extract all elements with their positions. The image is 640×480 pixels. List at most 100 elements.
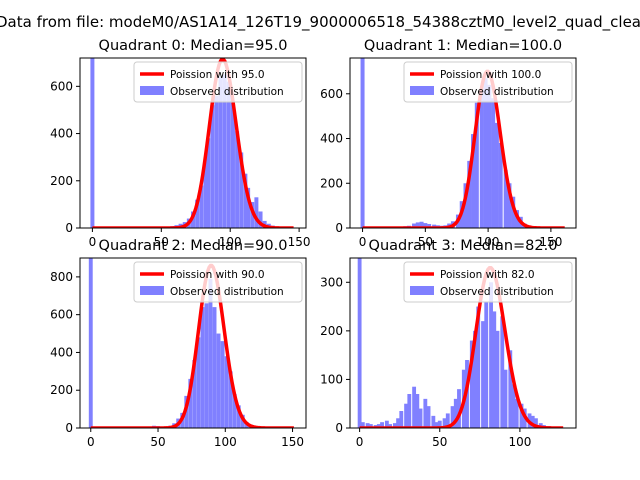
subplot-3: 0 50 100 0 100 200 300 Quadrant 3: Median=82.0 P… [320,238,577,449]
histogram-bar [250,202,255,228]
histogram-bar [489,282,493,428]
legend: Poission with 100.0 Observed distribution [403,61,573,103]
subplot-1: 0 50 100 150 0 200 400 600 Quadrant 1: Median=10… [320,38,577,249]
x-tick-label: 150 [281,435,304,449]
histogram-bar-spike [357,258,362,428]
x-tick-label: 100 [214,435,237,449]
axes-frame [349,57,577,229]
histogram-bar [254,197,259,228]
y-tick-label: 0 [335,221,343,235]
histogram-bar [243,173,248,228]
poisson-fit-line [362,69,566,228]
legend: Poission with 95.0 Observed distribution [133,61,303,103]
histogram-bar [494,122,499,228]
histogram-bar [495,330,500,428]
histogram-bar [481,321,485,428]
y-tick-label: 400 [50,127,73,141]
histogram-bar [258,211,263,228]
histogram-bar [226,81,231,228]
legend-hist-swatch [140,286,164,295]
histogram-bar [418,408,423,428]
subplot-title: Quadrant 0: Median=95.0 [99,38,288,54]
histogram-bar [415,394,420,428]
histogram-bar [188,378,193,428]
legend-fit-label: Poission with 100.0 [440,69,541,81]
y-tick-label: 400 [50,345,73,359]
histogram-bar [392,423,397,428]
x-tick-label: 100 [219,235,242,249]
legend-fit-label: Poission with 82.0 [440,269,535,281]
legend-hist-label: Observed distribution [440,86,554,98]
poisson-fit-line [359,265,564,428]
y-tick-label: 200 [50,383,73,397]
histogram-bar-spike [88,258,93,428]
histogram-bar [404,403,409,428]
x-tick-label: 50 [418,235,433,249]
y-tick-label: 200 [50,174,73,188]
histogram-bar [519,403,524,428]
histogram-bar [384,420,389,428]
histogram-bar [200,307,205,428]
y-tick-label: 600 [50,79,73,93]
histogram-bar [431,415,436,428]
x-tick-label: 0 [87,435,95,449]
x-tick-label: 50 [150,435,165,449]
histogram-bar [491,98,496,228]
histogram-bar [487,84,492,228]
histogram-bar [450,406,455,428]
legend-fit-label: Poission with 95.0 [170,69,265,81]
histogram-bar [246,187,251,228]
plot-area [360,58,566,228]
histogram-bar [218,76,223,228]
y-tick-label: 0 [65,421,73,435]
histogram-bar [471,134,476,228]
y-tick-label: 600 [320,87,343,101]
histogram-bar [534,418,538,428]
histogram-bar [199,185,204,228]
histogram-bar [399,411,404,428]
histogram-bar [192,360,197,428]
histogram-bar [412,386,417,428]
legend: Poission with 90.0 Observed distribution [133,261,303,303]
histogram-bar [530,415,535,428]
legend-box [403,61,573,103]
histogram-bar [511,196,516,228]
legend-box [133,261,303,303]
histogram-bar [208,278,213,428]
histogram-bar [508,350,513,428]
x-tick-label: 0 [359,235,367,249]
histogram-bar [503,169,508,228]
histogram-bar [396,418,401,428]
y-tick-label: 600 [50,308,73,322]
plot-area [90,58,294,228]
subplot-2: 0 50 100 150 0 200 400 600 800 Quadrant 2: Median… [50,238,307,449]
histogram-bar [368,424,373,428]
histogram-bar [222,74,227,228]
legend: Poission with 82.0 Observed distribution [403,261,573,303]
histogram-bar [500,316,505,428]
histogram-bar [467,160,472,228]
histogram-bar [224,356,229,428]
histogram-bar [412,223,417,228]
x-tick-label: 0 [356,435,364,449]
histogram-bar [235,131,240,228]
histogram-bar [380,422,384,428]
histogram-bar [492,311,497,428]
histogram-bar [203,161,208,228]
histogram-bar [484,301,489,428]
y-tick-label: 100 [320,372,343,386]
y-tick-label: 200 [320,324,343,338]
x-tick-label: 0 [89,235,97,249]
histogram-bar [206,138,211,228]
legend-hist-label: Observed distribution [440,286,554,298]
histogram-bar [426,406,431,428]
histogram-bar [514,398,519,428]
x-tick-label: 150 [288,235,311,249]
histogram-bar-spike [90,58,95,228]
x-tick-label: 100 [477,235,500,249]
histogram-bar [457,389,461,428]
axes-frame [79,57,307,229]
plot-area [357,258,564,428]
x-tick-label: 50 [154,235,169,249]
